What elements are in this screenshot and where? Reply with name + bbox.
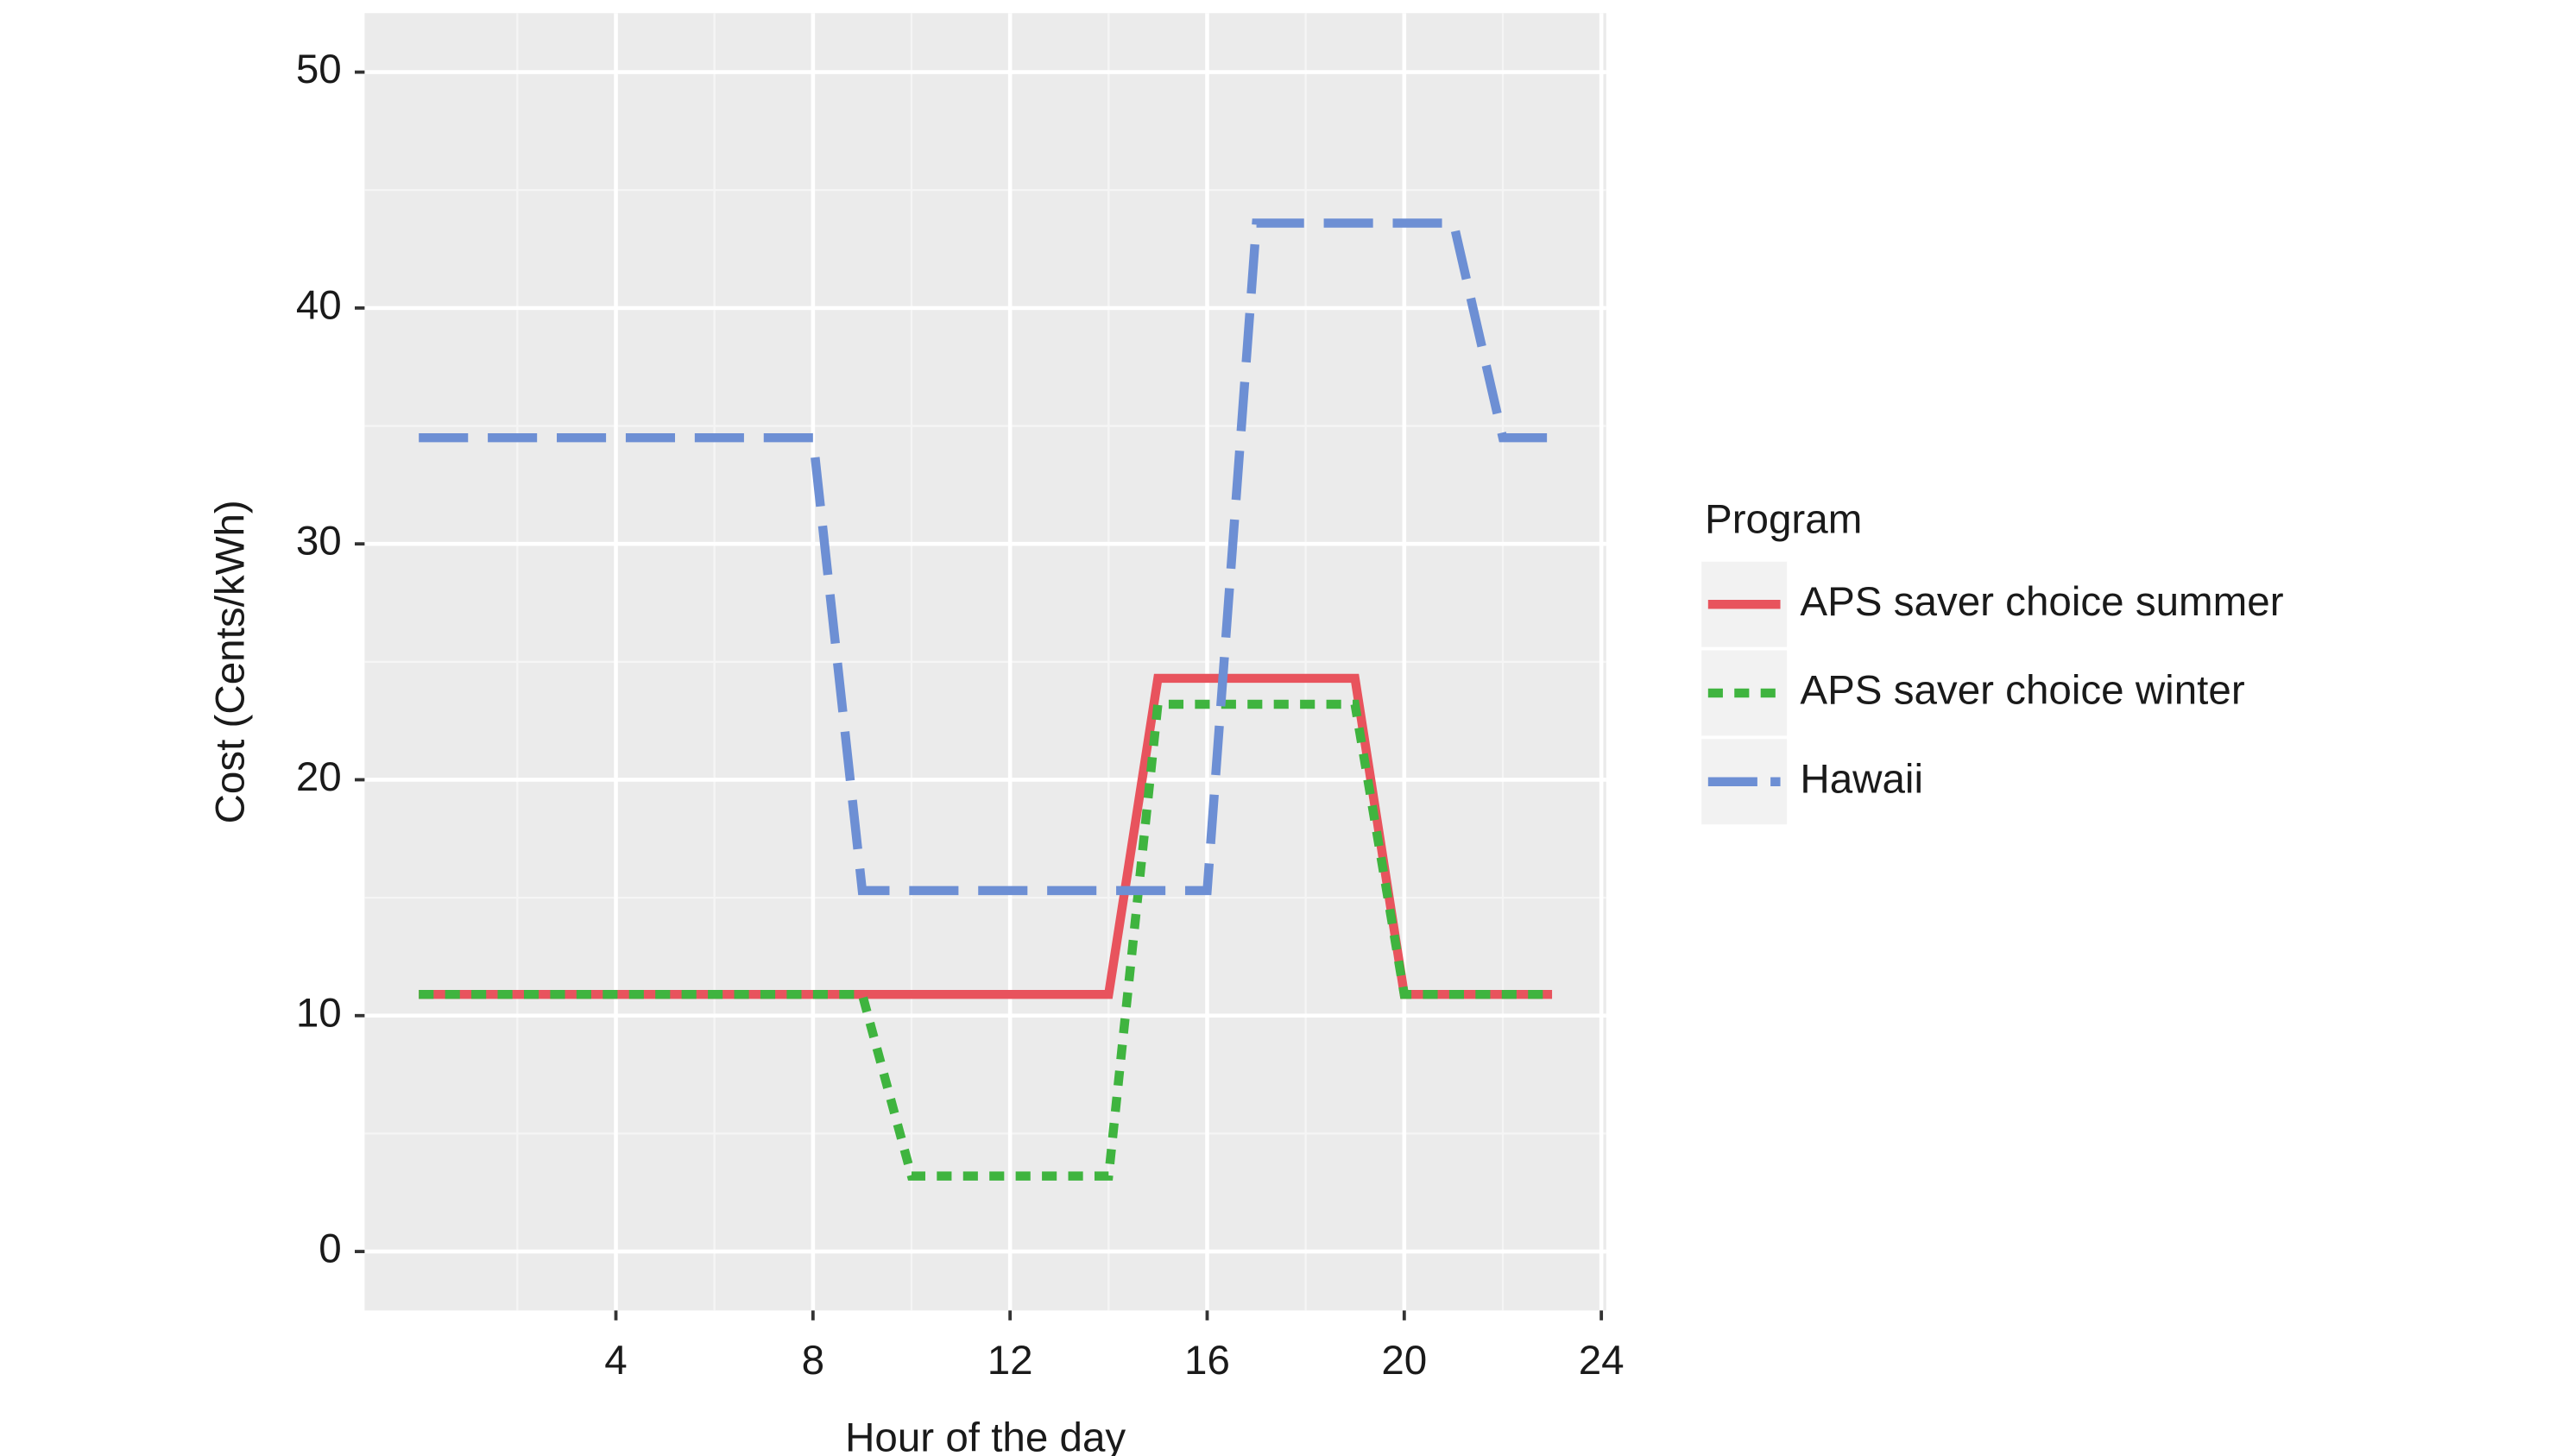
x-tick-label: 4 <box>604 1338 627 1384</box>
y-tick-label: 50 <box>296 47 342 92</box>
y-tick-label: 0 <box>319 1226 341 1272</box>
legend-label: APS saver choice winter <box>1800 668 2244 714</box>
x-axis-title: Hour of the day <box>845 1415 1126 1456</box>
x-tick-label: 8 <box>802 1338 824 1384</box>
y-tick-label: 20 <box>296 754 342 800</box>
x-tick-label: 16 <box>1184 1338 1230 1384</box>
y-axis-title: Cost (Cents/kWh) <box>208 500 254 823</box>
x-tick-label: 24 <box>1579 1338 1625 1384</box>
x-tick-label: 20 <box>1381 1338 1427 1384</box>
legend-label: Hawaii <box>1800 756 1923 802</box>
x-tick-label: 12 <box>987 1338 1033 1384</box>
y-tick-label: 40 <box>296 282 342 328</box>
series-line <box>419 218 1553 896</box>
y-tick-label: 10 <box>296 990 342 1036</box>
y-tick-label: 30 <box>296 519 342 564</box>
legend-title: Program <box>1705 497 1862 543</box>
series-line <box>419 699 1553 1181</box>
legend-label: APS saver choice summer <box>1800 579 2283 625</box>
